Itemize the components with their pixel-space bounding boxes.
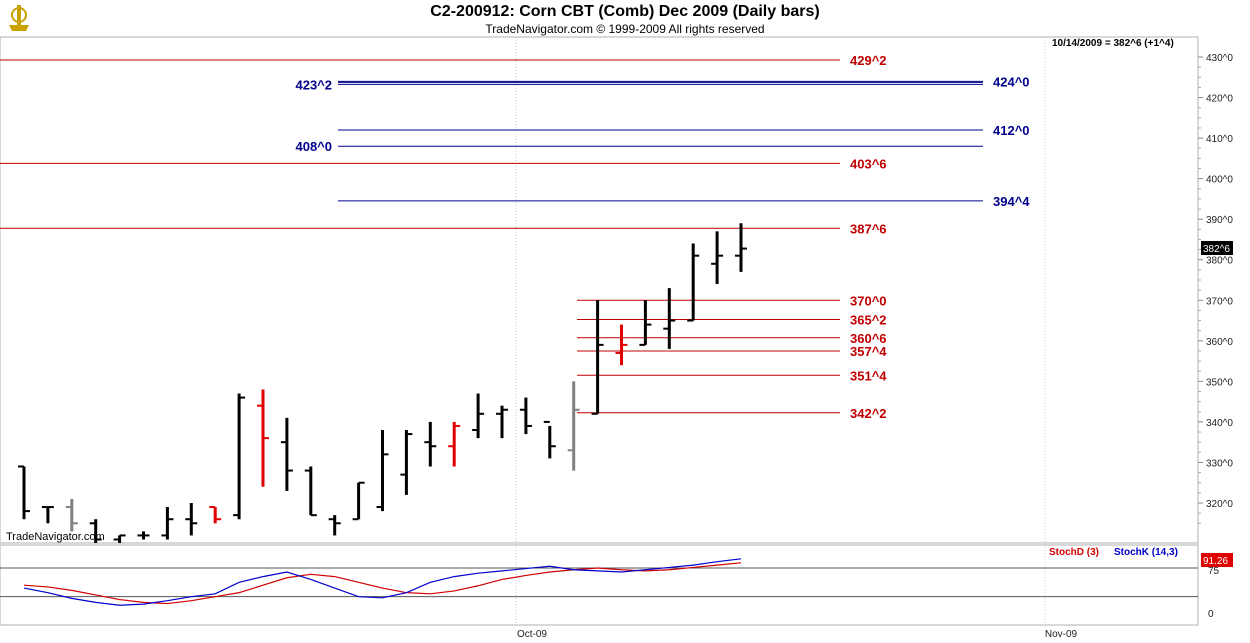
ohlc-bar [304, 466, 317, 517]
price-badge: 382^6 [1203, 244, 1230, 255]
level-label: 370^0 [850, 293, 887, 308]
level-label: 357^4 [850, 344, 887, 359]
stochD-line [23, 562, 742, 605]
price-tick-label: 340^0 [1206, 418, 1233, 429]
ohlc-bar [328, 515, 341, 536]
level-label: 403^6 [850, 156, 887, 171]
ohlc-bar [18, 465, 30, 520]
price-tick-label: 320^0 [1206, 499, 1233, 510]
level-label: 360^6 [850, 331, 887, 346]
ohlc-bar [663, 288, 676, 349]
level-label: 429^2 [850, 53, 887, 68]
stoch-tick-label: 75 [1208, 566, 1220, 577]
ohlc-bar [448, 421, 461, 467]
ohlc-bar [89, 519, 102, 543]
ohlc-bar [113, 534, 126, 543]
watermark: TradeNavigator.com [6, 531, 105, 543]
ohlc-bar [567, 381, 580, 471]
price-tick-label: 420^0 [1206, 94, 1233, 105]
ohlc-bar [280, 417, 293, 491]
ohlc-bar [185, 503, 198, 536]
ohlc-bar [735, 223, 747, 272]
x-label-nov: Nov-09 [1045, 629, 1078, 640]
level-label: 387^6 [850, 221, 887, 236]
level-label: 423^2 [295, 77, 332, 92]
logo-icon [9, 5, 29, 31]
ohlc-bar [400, 430, 413, 495]
price-panel-frame [0, 36, 1199, 544]
level-label: 351^4 [850, 368, 887, 383]
price-tick-label: 400^0 [1206, 175, 1233, 186]
price-tick-label: 380^0 [1206, 256, 1233, 267]
chart-subtitle: TradeNavigator.com © 1999-2009 All right… [485, 22, 765, 36]
price-tick-label: 370^0 [1206, 296, 1233, 307]
price-tick-label: 330^0 [1206, 458, 1233, 469]
bars-group [18, 223, 747, 543]
stochD-legend: StochD (3) [1049, 547, 1099, 558]
stochK-line [23, 558, 742, 606]
ohlc-bar [424, 421, 437, 467]
level-label: 412^0 [993, 123, 1030, 138]
ohlc-bar [519, 397, 532, 435]
level-label: 394^4 [993, 194, 1030, 209]
stoch-tick-label: 0 [1208, 609, 1214, 620]
ohlc-bar [687, 243, 700, 322]
stoch-panel-frame [0, 544, 1199, 626]
ohlc-bar [257, 389, 269, 487]
ohlc-bar [65, 498, 78, 532]
ohlc-bar [639, 300, 652, 346]
chart-title: C2-200912: Corn CBT (Comb) Dec 2009 (Dai… [430, 3, 820, 20]
ohlc-bar [591, 300, 604, 415]
ohlc-bar [472, 393, 485, 439]
level-label: 424^0 [993, 74, 1030, 89]
ohlc-bar [711, 231, 724, 285]
ohlc-bar [543, 420, 556, 459]
ohlc-bar [615, 324, 628, 366]
price-tick-label: 410^0 [1206, 134, 1233, 145]
ohlc-bar [352, 481, 365, 521]
chart-header: C2-200912: Corn CBT (Comb) Dec 2009 (Dai… [0, 0, 1250, 37]
ohlc-bar [496, 405, 508, 439]
price-badge-bg [1201, 241, 1233, 255]
ohlc-bar [376, 430, 389, 512]
stoch-badge: 91.26 [1203, 556, 1228, 567]
last-bar-info: 10/14/2009 = 382^6 (+1^4) [1052, 38, 1174, 49]
ohlc-bar [233, 393, 246, 520]
ohlc-bar [161, 507, 174, 540]
level-label: 342^2 [850, 406, 887, 421]
price-tick-label: 350^0 [1206, 377, 1233, 388]
level-label: 365^2 [850, 313, 887, 328]
stochK-legend: StochK (14,3) [1114, 547, 1178, 558]
price-tick-label: 430^0 [1206, 53, 1233, 64]
ohlc-bar [209, 506, 222, 524]
ohlc-bar [41, 506, 54, 524]
price-tick-label: 390^0 [1206, 215, 1233, 226]
level-label: 408^0 [295, 139, 332, 154]
stoch-badge-bg [1201, 553, 1233, 567]
price-tick-label: 360^0 [1206, 337, 1233, 348]
ohlc-bar [137, 531, 150, 540]
x-label-oct: Oct-09 [517, 629, 547, 640]
